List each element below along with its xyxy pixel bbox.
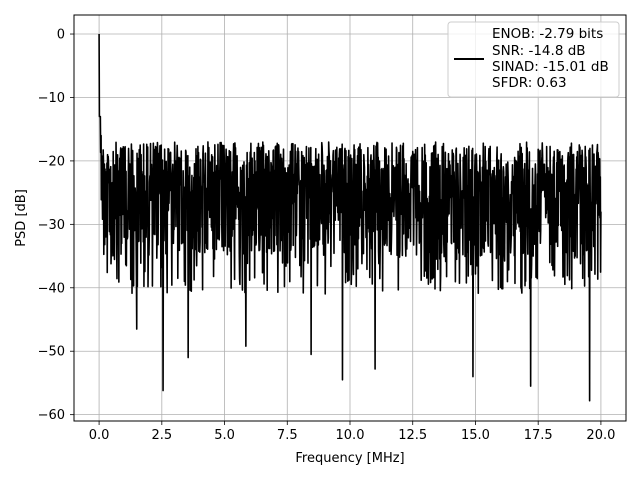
x-tick-label: 5.0 bbox=[214, 428, 235, 443]
x-tick-label: 10.0 bbox=[336, 428, 365, 443]
y-tick-label: −10 bbox=[38, 91, 65, 106]
y-tick-label: −30 bbox=[38, 218, 65, 233]
y-axis-label: PSD [dB] bbox=[14, 189, 29, 247]
tick-layer: 0.0 2.5 5.0 7.5 10.0 12.5 15.0 17.5 20.0 0 −10 −20 −… bbox=[38, 28, 616, 443]
x-tick-label: 15.0 bbox=[461, 428, 490, 443]
data-layer bbox=[98, 34, 602, 402]
legend-sfdr: SFDR: 0.63 bbox=[492, 75, 567, 91]
legend-snr: SNR: -14.8 dB bbox=[492, 43, 586, 59]
x-tick-label: 0.0 bbox=[89, 428, 110, 443]
x-tick-label: 7.5 bbox=[277, 428, 298, 443]
x-axis-label: Frequency [MHz] bbox=[295, 451, 404, 466]
y-tick-label: 0 bbox=[57, 28, 65, 43]
legend: ENOB: -2.79 bits SNR: -14.8 dB SINAD: -1… bbox=[447, 21, 620, 98]
legend-enob: ENOB: -2.79 bits bbox=[492, 26, 603, 42]
x-tick-label: 17.5 bbox=[524, 428, 553, 443]
x-tick-label: 20.0 bbox=[586, 428, 615, 443]
legend-box bbox=[447, 21, 620, 98]
legend-sinad: SINAD: -15.01 dB bbox=[492, 59, 609, 75]
x-tick-label: 2.5 bbox=[151, 428, 172, 443]
y-tick-label: −50 bbox=[38, 345, 65, 360]
y-tick-label: −40 bbox=[38, 281, 65, 296]
x-tick-label: 12.5 bbox=[398, 428, 427, 443]
psd-series-line bbox=[98, 34, 602, 402]
y-tick-label: −20 bbox=[38, 154, 65, 169]
y-tick-label: −60 bbox=[38, 408, 65, 423]
